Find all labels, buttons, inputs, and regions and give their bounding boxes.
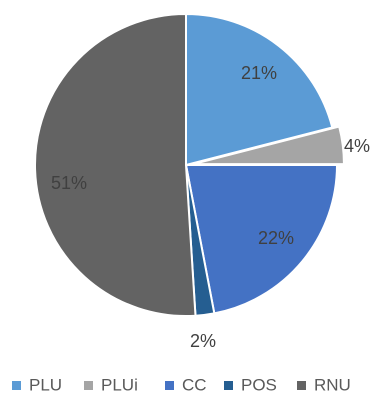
legend-label-rnu: RNU (314, 375, 351, 394)
data-label-pos: 2% (190, 331, 216, 351)
legend-label-plui: PLUi (101, 375, 138, 394)
pie-slice-plui (191, 125, 345, 166)
data-label-cc: 22% (258, 228, 294, 248)
legend-item-plui: PLUi (84, 375, 138, 394)
pie-slices (34, 13, 345, 317)
pie-slice-rnu (34, 13, 197, 317)
data-label-rnu: 51% (51, 173, 87, 193)
legend-item-pos: POS (224, 375, 277, 394)
legend-swatch-plu (12, 381, 21, 390)
chart-legend: PLU PLUi CC POS RNU (12, 375, 351, 394)
legend-swatch-plui (84, 381, 93, 390)
legend-label-plu: PLU (29, 375, 62, 394)
legend-item-rnu: RNU (297, 375, 351, 394)
pie-slice-cc (185, 164, 338, 315)
legend-swatch-cc (165, 381, 174, 390)
pie-slice-plu (185, 13, 334, 166)
legend-item-plu: PLU (12, 375, 62, 394)
data-label-plui: 4% (344, 136, 370, 156)
legend-label-pos: POS (241, 375, 277, 394)
legend-item-cc: CC (165, 375, 207, 394)
data-label-plu: 21% (241, 63, 277, 83)
legend-swatch-rnu (297, 381, 306, 390)
legend-label-cc: CC (182, 375, 207, 394)
pie-data-labels: 21% 4% 22% 2% 51% (51, 63, 370, 351)
legend-swatch-pos (224, 381, 233, 390)
